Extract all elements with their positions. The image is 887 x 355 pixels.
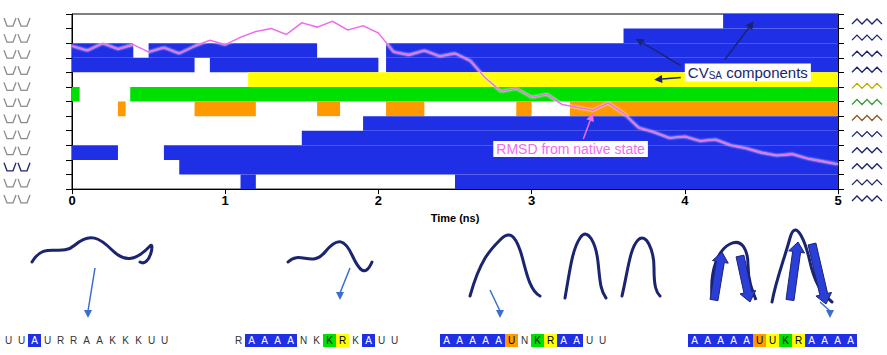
html-text:U: U [598,335,607,346]
html-text:A: A [31,335,38,346]
html-text:K: K [534,335,541,346]
html-text:U: U [390,335,399,346]
svg-text:components: components [722,64,808,81]
html-text:U: U [507,335,516,346]
html-text:R: R [546,335,555,346]
html-text:A: A [847,335,854,346]
svg-text:SA: SA [709,70,723,81]
html-text:A: A [261,335,268,346]
html-text:U: U [585,335,594,346]
svg-text:3: 3 [528,193,535,208]
html-text:A: A [560,335,567,346]
html-text:A: A [469,335,476,346]
html-text:A: A [443,335,450,346]
html-text:R: R [69,335,78,346]
html-text:A: A [274,335,281,346]
svg-text:0: 0 [68,193,75,208]
html-text:U: U [755,335,764,346]
html-text:U: U [43,335,52,346]
html-text:R: R [794,335,803,346]
html-text:U: U [17,335,26,346]
svg-text:CV: CV [688,64,709,81]
svg-text:2: 2 [375,193,382,208]
svg-text:1: 1 [222,193,229,208]
html-text:U: U [160,335,169,346]
html-text:A: A [456,335,463,346]
html-text:N: N [299,335,308,346]
html-text:A: A [248,335,255,346]
svg-text:5: 5 [834,193,841,208]
html-text:A: A [730,335,737,346]
html-text:K: K [135,335,142,346]
svg-text:Time (ns): Time (ns) [431,212,480,224]
html-text:A: A [495,335,502,346]
html-text:A: A [808,335,815,346]
html-text:K: K [352,335,359,346]
html-text:K: K [326,335,333,346]
html-text:R: R [56,335,65,346]
html-text:K: K [109,335,116,346]
html-text:R: R [338,335,347,346]
svg-text:RMSD from native state: RMSD from native state [496,141,645,157]
html-text:A: A [717,335,724,346]
html-text:A: A [482,335,489,346]
html-text:A: A [83,335,90,346]
html-text:A: A [821,335,828,346]
html-text:A: A [573,335,580,346]
html-text:U: U [377,335,386,346]
html-text:A: A [834,335,841,346]
html-text:A: A [743,335,750,346]
html-text:K: K [782,335,789,346]
html-text:A: A [96,335,103,346]
html-text:A: A [691,335,698,346]
html-text:A: A [287,335,294,346]
html-text:U: U [147,335,156,346]
html-text:N: N [520,335,529,346]
html-text:K: K [122,335,129,346]
svg-text:4: 4 [681,193,689,208]
html-text:U: U [4,335,13,346]
html-text:R: R [234,335,243,346]
html-text:A: A [365,335,372,346]
html-text:U: U [768,335,777,346]
html-text:K: K [313,335,320,346]
html-text:A: A [704,335,711,346]
